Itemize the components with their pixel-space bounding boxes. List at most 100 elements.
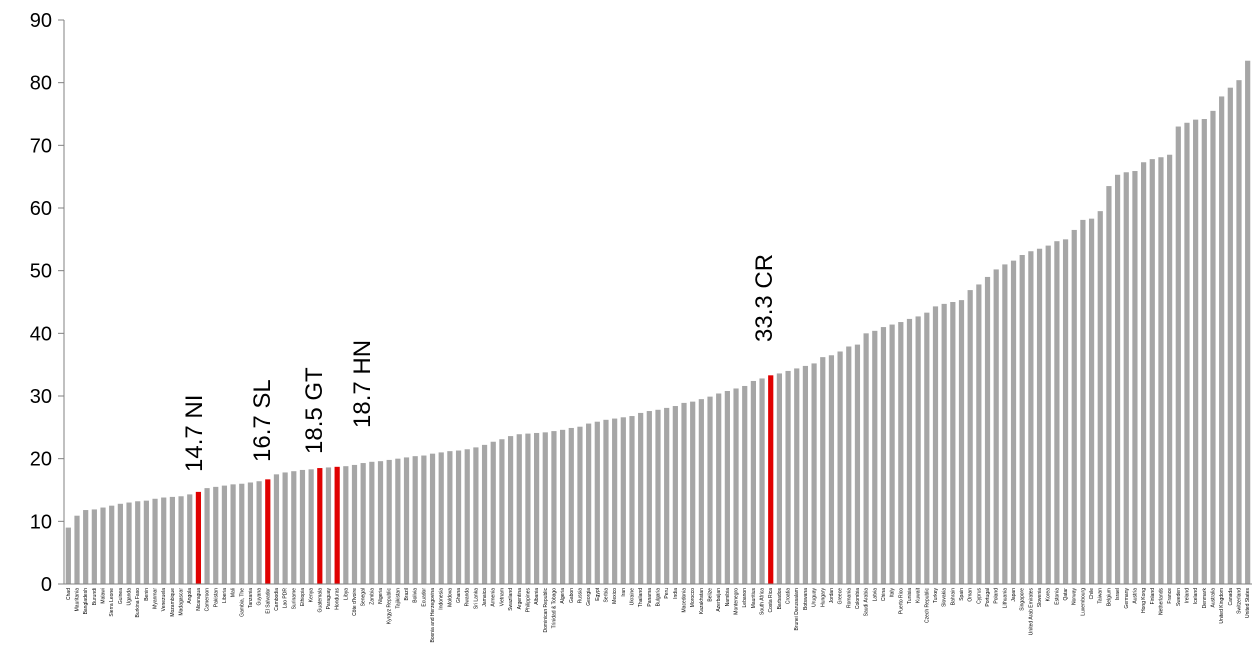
bar-japan — [1010, 260, 1017, 584]
category-label: Hungary — [820, 588, 826, 607]
category-label: Italy — [890, 588, 896, 598]
category-label: Moldova — [447, 588, 453, 607]
bar-switzerland — [1236, 80, 1242, 584]
bar-mauritania — [74, 515, 80, 584]
bar-korea — [1045, 245, 1051, 584]
bar-brunei-darussalam — [794, 368, 800, 584]
bar-austria — [1132, 171, 1138, 584]
bar-hungary — [820, 357, 826, 584]
category-label: Malawi — [101, 588, 107, 604]
bar-croatia — [785, 370, 791, 584]
bar-australia — [1210, 110, 1216, 584]
bar-iran — [620, 417, 626, 584]
bar-cameroon — [204, 488, 210, 584]
bar-angola — [187, 494, 193, 584]
bar-pakistan — [213, 486, 219, 584]
category-label: Singapore — [1020, 588, 1026, 611]
category-label: Macedonia — [682, 588, 688, 613]
category-label: Cameroon — [205, 588, 211, 612]
bar-nicaragua — [195, 491, 202, 584]
category-labels: Chad Mauritania Bangladesh Burundi Malawi Sie… — [66, 587, 1251, 642]
category-label: Iceland — [1193, 588, 1199, 604]
bar-saudi-arabia — [863, 333, 869, 584]
bar-india — [672, 406, 678, 584]
bar-malawi — [100, 507, 106, 584]
category-label: Côte d'Ivoire — [352, 588, 358, 616]
bar-spain — [958, 300, 965, 584]
bar-sierra-leone — [109, 505, 115, 584]
category-label: Switzerland — [1236, 588, 1242, 614]
bar-czech-republic — [924, 312, 930, 584]
category-label: Canada — [1228, 588, 1234, 606]
bar-burkina-faso — [135, 501, 141, 584]
bar-macedonia — [681, 402, 687, 584]
bar-kyrgyz-republic — [386, 459, 392, 584]
bar-latvia — [872, 330, 878, 584]
category-label: Trinidad & Tobago — [551, 588, 557, 629]
bar-romania — [846, 346, 852, 584]
category-label: Poland — [994, 588, 1000, 604]
category-label: Portugal — [985, 588, 991, 607]
bar-suriname — [291, 471, 297, 584]
category-label: Zambia — [369, 588, 375, 605]
y-tick-label: 30 — [30, 386, 52, 408]
bar-taiwan — [1097, 211, 1103, 584]
bar-gambia-the — [239, 483, 245, 584]
category-label: Iran — [621, 588, 627, 597]
bar-iceland — [1193, 119, 1199, 584]
category-label: Mauritania — [75, 588, 81, 612]
bar-mauritius — [750, 380, 756, 584]
category-label: France — [1167, 588, 1173, 604]
category-label: Kenya — [309, 588, 315, 602]
category-label: Barbados — [777, 588, 783, 610]
bar-belize — [707, 396, 713, 584]
category-label: Saudi Arabia — [864, 588, 870, 617]
bar-benin — [143, 500, 149, 584]
category-label: Swaziland — [508, 588, 514, 611]
category-label: India — [673, 588, 679, 599]
category-label: Denmark — [1202, 588, 1208, 609]
category-label: Myanmar — [153, 588, 159, 609]
category-label: Latvia — [872, 588, 878, 602]
bar-uganda — [126, 502, 132, 584]
bar-lithuania — [1002, 264, 1008, 584]
category-label: Gabon — [569, 588, 575, 603]
category-label: Spain — [959, 588, 965, 601]
annotation-label: 14.7 NI — [181, 395, 208, 472]
bar-philippines — [525, 433, 531, 584]
bar-peru — [664, 407, 670, 584]
category-label: Hong Kong — [1141, 588, 1147, 613]
category-label: Brunei Darussalam — [794, 588, 800, 631]
category-label: Indonesia — [439, 588, 445, 610]
bar-kenya — [308, 469, 314, 584]
bar-cambodia — [273, 474, 280, 584]
bar-swaziland — [507, 436, 514, 584]
bar-poland — [993, 269, 999, 584]
bar-thailand — [638, 412, 644, 584]
bar-slovakia — [941, 303, 947, 584]
bar-china — [880, 327, 887, 584]
category-label: Lithuania — [1002, 588, 1008, 609]
bar-serbia — [603, 419, 609, 584]
bar-botswana — [802, 365, 809, 584]
bar-kazakhstan — [698, 399, 704, 584]
category-label: Greece — [838, 588, 844, 605]
bar-trinidad-tobago — [551, 431, 557, 584]
category-label: Lebanon — [742, 588, 748, 608]
y-tick-label: 0 — [41, 574, 52, 596]
bar-luxembourg — [1080, 219, 1086, 584]
bar-tajikistan — [395, 458, 401, 584]
category-label: Venezuela — [161, 588, 167, 612]
annotation-label: 18.5 GT — [301, 367, 328, 454]
category-label: Argentina — [517, 588, 523, 610]
bar-estonia — [1054, 241, 1060, 585]
bar-ireland — [1184, 122, 1190, 585]
annotation-label: 18.7 HN — [349, 340, 376, 428]
category-label: Cyprus — [976, 588, 982, 604]
y-tick-label: 80 — [30, 73, 52, 95]
category-label: Slovakia — [942, 588, 948, 607]
bar-jordan — [828, 355, 835, 584]
category-label: Chile — [1089, 588, 1095, 600]
category-label: Qatar — [1063, 588, 1069, 601]
category-label: Romania — [846, 588, 852, 608]
